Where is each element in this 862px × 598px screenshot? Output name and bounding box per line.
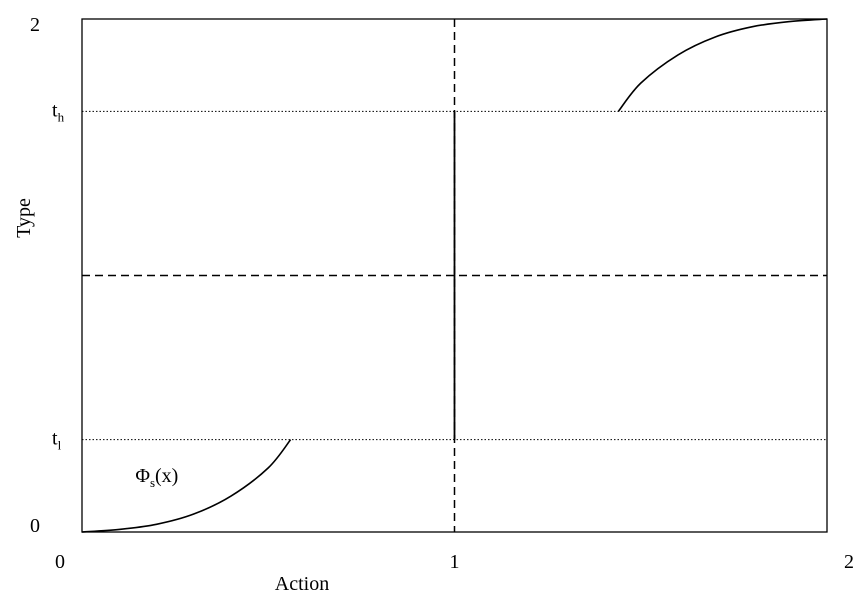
t-high-label: th <box>52 99 65 124</box>
series-high-curve <box>617 18 828 112</box>
y-tick-label-2: 2 <box>30 14 40 36</box>
phi-annotation-sub: s <box>150 475 155 490</box>
t-high-label-sub: h <box>58 109 65 124</box>
y-tick-label-0: 0 <box>30 515 40 537</box>
t-low-label-main: t <box>52 428 58 450</box>
phi-annotation-main: Φ <box>135 465 150 487</box>
t-high-label-main: t <box>52 99 58 121</box>
phi-annotation-tail: (x) <box>155 465 178 487</box>
x-axis-label: Action <box>275 573 329 595</box>
y-axis-label: Type <box>13 198 35 238</box>
t-low-label-sub: l <box>58 438 62 453</box>
series-low-curve <box>81 439 292 533</box>
x-tick-label-2: 2 <box>844 551 854 573</box>
t-low-label: tl <box>52 428 62 453</box>
phi-annotation: Φs(x) <box>135 465 178 490</box>
x-tick-label-0: 0 <box>55 551 65 573</box>
x-tick-label-1: 1 <box>450 551 460 573</box>
